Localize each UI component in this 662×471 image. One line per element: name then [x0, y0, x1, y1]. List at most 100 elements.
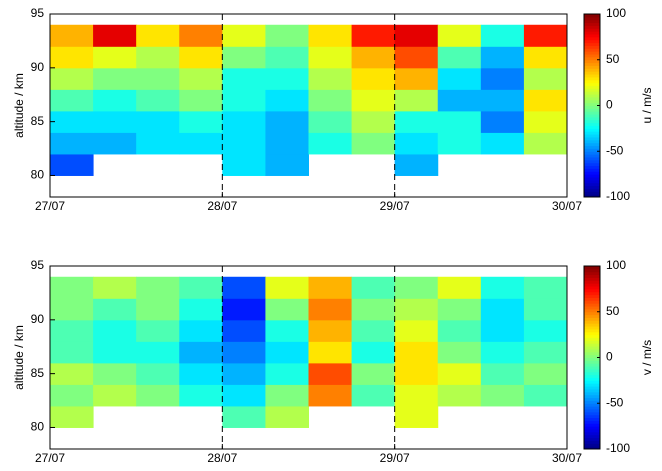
colorbar-tick-label: 100	[606, 6, 626, 20]
heat-cell	[480, 362, 525, 385]
heat-cell	[308, 341, 353, 364]
colorbar-step	[584, 85, 600, 89]
colorbar-step	[584, 408, 600, 413]
heat-cell	[480, 276, 525, 299]
colorbar-step	[584, 291, 600, 296]
heat-cell	[179, 298, 223, 321]
colorbar-step	[584, 56, 600, 61]
colorbar-step	[584, 119, 600, 124]
colorbar-step	[584, 71, 600, 75]
heat-cell	[437, 24, 482, 47]
heat-cell	[480, 67, 525, 90]
colorbar-step	[584, 431, 600, 436]
heat-cell	[265, 110, 309, 133]
colorbar-step	[584, 171, 600, 175]
colorbar-step	[584, 168, 600, 172]
x-tick-label: 29/07	[380, 199, 410, 213]
colorbar-step	[584, 314, 600, 318]
x-tick-label: 30/07	[552, 451, 582, 465]
colorbar-step	[584, 283, 600, 287]
heat-cell	[179, 24, 223, 47]
heat-cell	[394, 153, 439, 176]
colorbar-step	[584, 42, 600, 46]
heat-cell	[50, 298, 94, 321]
heat-cell	[222, 405, 266, 428]
colorbar-step	[584, 65, 600, 69]
colorbar-step	[584, 383, 600, 387]
colorbar-step	[584, 434, 600, 439]
heat-cell	[179, 341, 223, 364]
colorbar-step	[584, 128, 600, 132]
heat-cell	[265, 384, 309, 407]
colorbar-tick-label: 100	[606, 258, 626, 272]
heat-cell	[93, 89, 137, 112]
heat-cell	[93, 276, 137, 299]
heat-cell	[394, 298, 439, 321]
colorbar-step	[584, 22, 600, 26]
heat-cell	[265, 24, 309, 47]
colorbar-step	[584, 426, 600, 430]
colorbar-step	[584, 311, 600, 316]
heat-cell	[222, 24, 266, 47]
colorbar-step	[584, 303, 600, 307]
heat-cell	[351, 384, 396, 407]
heat-cell	[136, 384, 180, 407]
heat-cell	[93, 132, 137, 155]
heat-cell	[222, 67, 266, 90]
colorbar-step	[584, 151, 600, 155]
colorbar-step	[584, 16, 600, 21]
colorbar-step	[584, 134, 600, 138]
colorbar-step	[584, 114, 600, 118]
heat-cell	[93, 319, 137, 342]
heat-cell	[50, 384, 94, 407]
heat-cell	[308, 132, 353, 155]
colorbar-step	[584, 176, 600, 181]
colorbar-step	[584, 377, 600, 381]
heat-cell	[265, 46, 309, 69]
colorbar-step	[584, 59, 600, 64]
colorbar-step	[584, 317, 600, 321]
colorbar-step	[584, 280, 600, 284]
colorbar-step	[584, 286, 600, 290]
colorbar-step	[584, 156, 600, 161]
colorbar-step	[584, 54, 600, 58]
heat-cell	[222, 46, 266, 69]
colorbar-step	[584, 326, 600, 330]
colorbar-step	[584, 51, 600, 55]
heat-cell	[265, 362, 309, 385]
y-tick-label: 80	[31, 420, 45, 434]
heat-cell	[480, 341, 525, 364]
heat-cell	[351, 110, 396, 133]
heat-cell	[136, 319, 180, 342]
heat-cell	[50, 132, 94, 155]
heat-cell	[523, 276, 568, 299]
colorbar-step	[584, 108, 600, 112]
heat-cell	[222, 384, 266, 407]
colorbar-step	[584, 266, 600, 270]
colorbar-step	[584, 323, 600, 327]
heat-cell	[394, 405, 439, 428]
heat-cell	[394, 276, 439, 299]
colorbar-step	[584, 320, 600, 324]
heat-cell	[265, 341, 309, 364]
colorbar-step	[584, 337, 600, 341]
colorbar-step	[584, 34, 600, 38]
colorbar-step	[584, 297, 600, 301]
colorbar-step	[584, 277, 600, 281]
colorbar-step	[584, 397, 600, 401]
colorbar-step	[584, 154, 600, 158]
heat-cell	[93, 362, 137, 385]
heat-cell	[136, 276, 180, 299]
heat-cell	[222, 110, 266, 133]
colorbar-step	[584, 62, 600, 66]
heat-cell	[523, 362, 568, 385]
heat-cell	[351, 276, 396, 299]
colorbar-step	[584, 102, 600, 106]
colorbar-step	[584, 440, 600, 444]
colorbar-step	[584, 268, 600, 273]
colorbar-step	[584, 185, 600, 189]
colorbar-step	[584, 363, 600, 367]
colorbar-step	[584, 388, 600, 393]
colorbar-step	[584, 334, 600, 338]
